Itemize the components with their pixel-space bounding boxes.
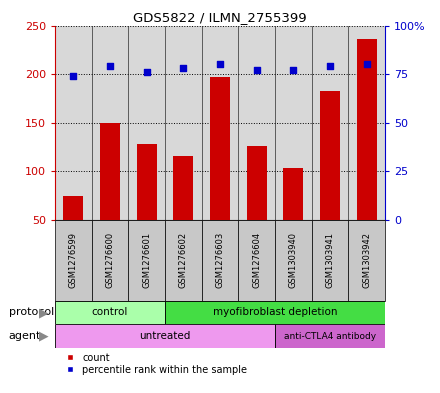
Text: GSM1276602: GSM1276602	[179, 232, 188, 288]
Point	[216, 61, 224, 68]
Bar	[165, 220, 202, 301]
Text: anti-CTLA4 antibody: anti-CTLA4 antibody	[284, 332, 376, 340]
Bar	[63, 196, 84, 220]
Point	[326, 63, 334, 70]
Text: ▶: ▶	[39, 306, 49, 319]
Point	[290, 67, 297, 73]
Bar	[320, 91, 340, 220]
Bar	[238, 220, 275, 301]
Point	[363, 61, 370, 68]
Bar	[348, 220, 385, 301]
Bar	[55, 301, 165, 324]
Text: ▶: ▶	[39, 329, 49, 343]
Bar	[136, 144, 157, 220]
Bar	[275, 324, 385, 348]
Bar	[246, 146, 267, 220]
Bar	[173, 156, 194, 220]
Text: GSM1276599: GSM1276599	[69, 232, 78, 288]
Bar	[128, 220, 165, 301]
Bar	[55, 220, 92, 301]
Text: GSM1276600: GSM1276600	[106, 232, 114, 288]
Bar	[55, 324, 275, 348]
Bar	[275, 220, 312, 301]
Text: untreated: untreated	[139, 331, 191, 341]
Point	[143, 69, 150, 75]
Text: myofibroblast depletion: myofibroblast depletion	[213, 307, 337, 318]
Text: GSM1303941: GSM1303941	[326, 232, 334, 288]
Text: agent: agent	[9, 331, 41, 341]
Bar	[312, 220, 348, 301]
Point	[70, 73, 77, 79]
Text: GSM1303940: GSM1303940	[289, 232, 298, 288]
Text: GSM1303942: GSM1303942	[362, 232, 371, 288]
Title: GDS5822 / ILMN_2755399: GDS5822 / ILMN_2755399	[133, 11, 307, 24]
Bar	[210, 77, 230, 220]
Bar	[202, 220, 238, 301]
Text: control: control	[92, 307, 128, 318]
Bar	[92, 220, 128, 301]
Text: GSM1276601: GSM1276601	[142, 232, 151, 288]
Point	[253, 67, 260, 73]
Bar	[100, 123, 120, 220]
Legend: count, percentile rank within the sample: count, percentile rank within the sample	[60, 353, 247, 375]
Text: GSM1276604: GSM1276604	[252, 232, 261, 288]
Point	[180, 65, 187, 72]
Point	[106, 63, 114, 70]
Bar	[283, 167, 304, 220]
Bar	[356, 39, 377, 220]
Bar	[165, 301, 385, 324]
Text: GSM1276603: GSM1276603	[216, 232, 224, 288]
Text: protocol: protocol	[9, 307, 54, 318]
